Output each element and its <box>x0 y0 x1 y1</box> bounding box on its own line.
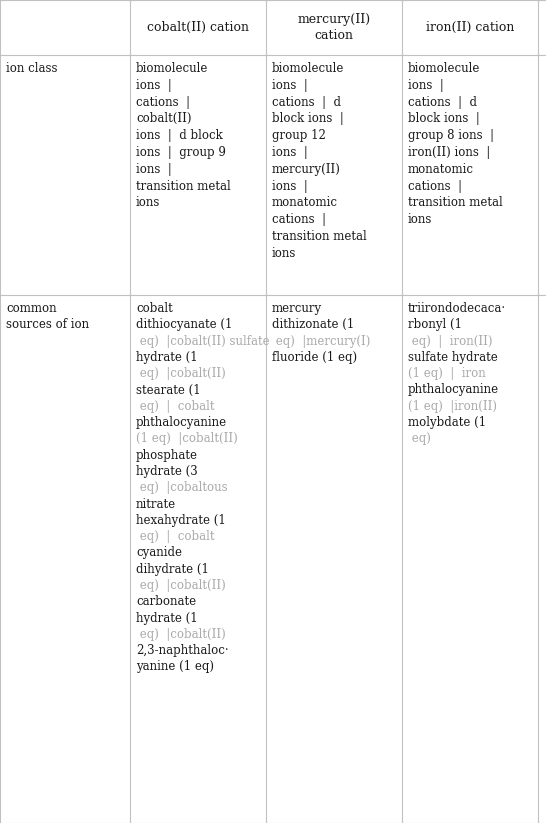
Text: cobalt: cobalt <box>136 302 173 315</box>
Text: (1 eq)  |cobalt(II): (1 eq) |cobalt(II) <box>136 432 238 445</box>
Text: fluoride (1 eq): fluoride (1 eq) <box>272 351 357 364</box>
Text: hydrate (1: hydrate (1 <box>136 351 198 364</box>
Text: eq)  |cobalt(II) sulfate: eq) |cobalt(II) sulfate <box>136 335 270 347</box>
Text: cobalt(II) cation: cobalt(II) cation <box>147 21 249 34</box>
Text: dihydrate (1: dihydrate (1 <box>136 563 209 575</box>
Text: biomolecule
ions  |
cations  |  d
block ions  |
group 12
ions  |
mercury(II)
ion: biomolecule ions | cations | d block ion… <box>272 62 367 260</box>
Text: sulfate hydrate: sulfate hydrate <box>408 351 498 364</box>
Text: carbonate: carbonate <box>136 595 196 608</box>
Text: mercury: mercury <box>272 302 322 315</box>
Text: 2,3-naphthaloc·: 2,3-naphthaloc· <box>136 644 229 657</box>
Text: eq)  |mercury(I): eq) |mercury(I) <box>272 335 370 347</box>
Text: cyanide: cyanide <box>136 546 182 560</box>
Text: eq)  |cobalt(II): eq) |cobalt(II) <box>136 367 225 380</box>
Text: rbonyl (1: rbonyl (1 <box>408 319 462 332</box>
Text: iron(II) cation: iron(II) cation <box>426 21 514 34</box>
Text: hexahydrate (1: hexahydrate (1 <box>136 514 225 527</box>
Text: dithiocyanate (1: dithiocyanate (1 <box>136 319 233 332</box>
Text: eq)  |  cobalt: eq) | cobalt <box>136 530 215 543</box>
Text: triirondodecaca·: triirondodecaca· <box>408 302 506 315</box>
Text: stearate (1: stearate (1 <box>136 384 200 397</box>
Text: phthalocyanine: phthalocyanine <box>136 416 227 429</box>
Text: common
sources of ion: common sources of ion <box>6 302 89 331</box>
Text: (1 eq)  |  iron: (1 eq) | iron <box>408 367 486 380</box>
Text: hydrate (3: hydrate (3 <box>136 465 198 478</box>
Text: nitrate: nitrate <box>136 497 176 510</box>
Text: molybdate (1: molybdate (1 <box>408 416 486 429</box>
Text: (1 eq)  |iron(II): (1 eq) |iron(II) <box>408 400 497 413</box>
Text: biomolecule
ions  |
cations  |
cobalt(II)
ions  |  d block
ions  |  group 9
ions: biomolecule ions | cations | cobalt(II) … <box>136 62 231 209</box>
Text: phthalocyanine: phthalocyanine <box>408 384 499 397</box>
Text: eq)  |  iron(II): eq) | iron(II) <box>408 335 492 347</box>
Text: eq)  |cobaltous: eq) |cobaltous <box>136 481 228 494</box>
Text: biomolecule
ions  |
cations  |  d
block ions  |
group 8 ions  |
iron(II) ions  |: biomolecule ions | cations | d block ion… <box>408 62 503 226</box>
Text: dithizonate (1: dithizonate (1 <box>272 319 354 332</box>
Text: hydrate (1: hydrate (1 <box>136 611 198 625</box>
Text: eq)  |cobalt(II): eq) |cobalt(II) <box>136 579 225 592</box>
Text: phosphate: phosphate <box>136 449 198 462</box>
Text: ion class: ion class <box>6 62 57 75</box>
Text: yanine (1 eq): yanine (1 eq) <box>136 660 214 673</box>
Text: eq)  |  cobalt: eq) | cobalt <box>136 400 215 413</box>
Text: eq): eq) <box>408 432 431 445</box>
Text: mercury(II)
cation: mercury(II) cation <box>298 13 371 42</box>
Text: eq)  |cobalt(II): eq) |cobalt(II) <box>136 628 225 641</box>
